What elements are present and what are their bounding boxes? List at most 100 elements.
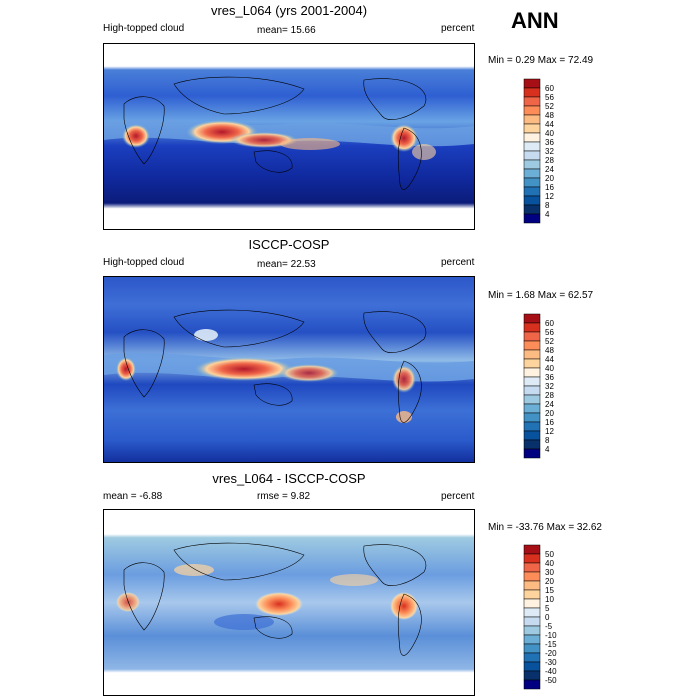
map-field (104, 510, 474, 695)
colorbar-box (523, 412, 541, 423)
colorbar-box (523, 670, 541, 681)
units-label: percent (441, 23, 475, 34)
colorbar-tick-label: 5 (545, 604, 550, 613)
variable-label: High-topped cloud (103, 257, 185, 268)
colorbar-box (523, 403, 541, 414)
colorbar-tick-label: 48 (545, 111, 554, 120)
colorbar-tick-label: 8 (545, 436, 550, 445)
colorbar-box (523, 213, 541, 224)
colorbar-box (523, 78, 541, 89)
colorbar-tick-label: 20 (545, 409, 554, 418)
panel-title: ISCCP-COSP (248, 237, 330, 252)
colorbar-box (523, 123, 541, 134)
colorbar-box (523, 349, 541, 360)
colorbar-box (523, 186, 541, 197)
colorbar-box (523, 634, 541, 645)
colorbar-tick-label: 52 (545, 102, 554, 111)
colorbar-box (523, 367, 541, 378)
colorbar-tick-label: 60 (545, 84, 554, 93)
colorbar-tick-label: 52 (545, 337, 554, 346)
colorbar-box (523, 448, 541, 459)
colorbar-box (523, 358, 541, 369)
colorbar-box (523, 661, 541, 672)
colorbar-box (523, 376, 541, 387)
colorbar-box (523, 598, 541, 609)
variable-label: High-topped cloud (103, 23, 185, 34)
colorbar-tick-label: 30 (545, 568, 554, 577)
colorbar-tick-label: 4 (545, 445, 550, 454)
colorbar-tick-label: -10 (545, 631, 557, 640)
colorbar-box (523, 340, 541, 351)
colorbar-box (523, 571, 541, 582)
colorbar-box (523, 679, 541, 690)
map-plot (103, 43, 475, 230)
colorbar-tick-label: 12 (545, 192, 554, 201)
colorbar-tick-label: 40 (545, 559, 554, 568)
colorbar-tick-label: -40 (545, 667, 557, 676)
colorbar: 50 40 30 20 15 10 5 0 -5 -10 -15 -20 -30 -40 -50 (523, 544, 584, 695)
colorbar-tick-label: -20 (545, 649, 557, 658)
colorbar-tick-label: 44 (545, 120, 554, 129)
colorbar-tick-label: 24 (545, 165, 554, 174)
colorbar-tick-label: -30 (545, 658, 557, 667)
colorbar-box (523, 168, 541, 179)
colorbar-tick-label: 56 (545, 328, 554, 337)
colorbar-box (523, 105, 541, 116)
colorbar-tick-label: 28 (545, 391, 554, 400)
colorbar-box (523, 322, 541, 333)
colorbar-tick-label: 0 (545, 613, 550, 622)
colorbar-box (523, 652, 541, 663)
mean-label: mean= 22.53 (257, 259, 316, 270)
colorbar-box (523, 385, 541, 396)
colorbar-tick-label: 32 (545, 147, 554, 156)
colorbar-tick-label: 16 (545, 418, 554, 427)
colorbar-tick-label: 16 (545, 183, 554, 192)
colorbar-box (523, 114, 541, 125)
colorbar-tick-label: 15 (545, 586, 554, 595)
minmax-label: Min = 0.29 Max = 72.49 (488, 55, 594, 66)
colorbar-box (523, 616, 541, 627)
colorbar-tick-label: 20 (545, 577, 554, 586)
colorbar-tick-label: 12 (545, 427, 554, 436)
colorbar-tick-label: 60 (545, 319, 554, 328)
colorbar-box (523, 96, 541, 107)
map-field (104, 44, 474, 229)
colorbar-tick-label: -5 (545, 622, 553, 631)
colorbar-tick-label: 40 (545, 129, 554, 138)
season-label: ANN (511, 8, 559, 33)
colorbar-box (523, 439, 541, 450)
units-label: percent (441, 491, 475, 502)
colorbar-box (523, 195, 541, 206)
colorbar-tick-label: 28 (545, 156, 554, 165)
colorbar-tick-label: 24 (545, 400, 554, 409)
panel-title: vres_L064 - ISCCP-COSP (212, 471, 366, 486)
minmax-label: Min = -33.76 Max = 32.62 (488, 522, 602, 533)
colorbar-box (523, 607, 541, 618)
colorbar-tick-label: 50 (545, 550, 554, 559)
colorbar-box (523, 87, 541, 98)
colorbar-tick-label: 20 (545, 174, 554, 183)
colorbar-box (523, 204, 541, 215)
colorbar-tick-label: 8 (545, 201, 550, 210)
map-plot (103, 509, 475, 696)
units-label: percent (441, 257, 475, 268)
colorbar-box (523, 141, 541, 152)
colorbar-box (523, 421, 541, 432)
colorbar-box (523, 589, 541, 600)
map-plot (103, 276, 475, 463)
colorbar-tick-label: -15 (545, 640, 557, 649)
colorbar-box (523, 580, 541, 591)
colorbar: 60 56 52 48 44 40 36 32 28 24 20 16 12 8 4 (523, 78, 584, 229)
colorbar-tick-label: 36 (545, 138, 554, 147)
colorbar-box (523, 643, 541, 654)
colorbar-box (523, 177, 541, 188)
colorbar-box (523, 331, 541, 342)
colorbar-tick-label: 36 (545, 373, 554, 382)
colorbar-tick-label: 48 (545, 346, 554, 355)
colorbar-tick-label: 10 (545, 595, 554, 604)
colorbar-tick-label: 56 (545, 93, 554, 102)
colorbar-box (523, 159, 541, 170)
